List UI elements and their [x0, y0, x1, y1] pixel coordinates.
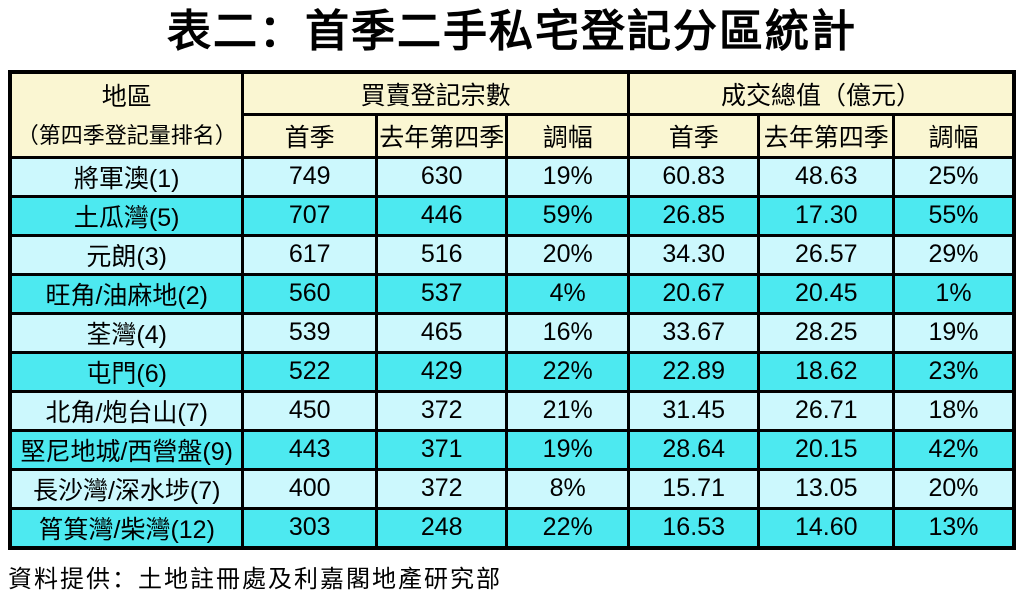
value-cell: 14.60	[757, 506, 895, 549]
value-cell: 19%	[505, 155, 630, 198]
value-cell: 26.71	[757, 389, 895, 432]
header-district: 地區 （第四季登記量排名）	[8, 70, 245, 159]
value-cell: 22%	[505, 506, 630, 549]
subheader-q1-value: 首季	[626, 113, 761, 159]
value-cell: 48.63	[757, 155, 895, 198]
value-cell: 537	[374, 272, 509, 315]
stats-table: 地區 （第四季登記量排名） 買賣登記宗數 成交總值（億元） 首季 去年第四季 調…	[8, 70, 1016, 550]
value-cell: 22%	[505, 350, 630, 393]
value-cell: 16.53	[626, 506, 761, 549]
table-row: 筲箕灣/柴灣(12) 303 248 22% 16.53 14.60 13%	[8, 506, 1016, 549]
value-cell: 630	[374, 155, 509, 198]
value-cell: 400	[241, 467, 378, 510]
page-title: 表二：首季二手私宅登記分區統計	[167, 7, 857, 56]
value-cell: 371	[374, 428, 509, 471]
value-cell: 18.62	[757, 350, 895, 393]
table-row: 長沙灣/深水埗(7) 400 372 8% 15.71 13.05 20%	[8, 467, 1016, 510]
value-cell: 28.25	[757, 311, 895, 354]
header-group-row: 地區 （第四季登記量排名） 買賣登記宗數 成交總值（億元）	[8, 70, 1016, 159]
header-district-label: 地區	[101, 82, 152, 111]
value-cell: 560	[241, 272, 378, 315]
district-cell: 將軍澳(1)	[8, 155, 245, 198]
subheader-last-q4-value: 去年第四季	[757, 113, 895, 159]
value-cell: 29%	[891, 233, 1016, 276]
district-cell: 荃灣(4)	[8, 311, 245, 354]
value-cell: 33.67	[626, 311, 761, 354]
value-cell: 34.30	[626, 233, 761, 276]
subheader-change-value: 調幅	[891, 113, 1016, 159]
header-sub-row: 首季 去年第四季 調幅 首季 去年第四季 調幅	[10, 113, 1016, 159]
value-cell: 1%	[891, 272, 1016, 315]
table-row: 堅尼地城/西營盤(9) 443 371 19% 28.64 20.15 42%	[8, 428, 1016, 471]
value-cell: 20.67	[626, 272, 761, 315]
table-row: 荃灣(4) 539 465 16% 33.67 28.25 19%	[8, 311, 1016, 354]
value-cell: 15.71	[626, 467, 761, 510]
value-cell: 8%	[505, 467, 630, 510]
value-cell: 60.83	[626, 155, 761, 198]
value-cell: 26.85	[626, 194, 761, 237]
value-cell: 516	[374, 233, 509, 276]
table-body: 將軍澳(1) 749 630 19% 60.83 48.63 25% 土瓜灣(5) 707 446…	[8, 155, 1016, 549]
table-row: 將軍澳(1) 749 630 19% 60.83 48.63 25%	[8, 155, 1016, 198]
value-cell: 16%	[505, 311, 630, 354]
value-cell: 372	[374, 467, 509, 510]
value-cell: 617	[241, 233, 378, 276]
header-group-total-value: 成交總值（億元）	[626, 70, 1016, 116]
value-cell: 19%	[505, 428, 630, 471]
value-cell: 749	[241, 155, 378, 198]
value-cell: 25%	[891, 155, 1016, 198]
value-cell: 17.30	[757, 194, 895, 237]
value-cell: 707	[241, 194, 378, 237]
value-cell: 248	[374, 506, 509, 549]
subheader-q1-registrations: 首季	[241, 113, 378, 159]
table-header: 地區 （第四季登記量排名） 買賣登記宗數 成交總值（億元） 首季 去年第四季 調…	[8, 70, 1016, 159]
district-cell: 屯門(6)	[8, 350, 245, 393]
value-cell: 465	[374, 311, 509, 354]
value-cell: 22.89	[626, 350, 761, 393]
source-note: 資料提供：土地註冊處及利嘉閣地產研究部	[8, 565, 502, 593]
table-row: 元朗(3) 617 516 20% 34.30 26.57 29%	[8, 233, 1016, 276]
value-cell: 59%	[505, 194, 630, 237]
table-row: 北角/炮台山(7) 450 372 21% 31.45 26.71 18%	[8, 389, 1016, 432]
subheader-change-registrations: 調幅	[505, 113, 630, 159]
subheader-last-q4-registrations: 去年第四季	[374, 113, 509, 159]
district-cell: 筲箕灣/柴灣(12)	[8, 506, 245, 549]
district-cell: 堅尼地城/西營盤(9)	[8, 428, 245, 471]
value-cell: 446	[374, 194, 509, 237]
table-row: 土瓜灣(5) 707 446 59% 26.85 17.30 55%	[8, 194, 1016, 237]
table-row: 屯門(6) 522 429 22% 22.89 18.62 23%	[8, 350, 1016, 393]
value-cell: 450	[241, 389, 378, 432]
value-cell: 28.64	[626, 428, 761, 471]
value-cell: 55%	[891, 194, 1016, 237]
district-cell: 元朗(3)	[8, 233, 245, 276]
value-cell: 20%	[891, 467, 1016, 510]
value-cell: 13.05	[757, 467, 895, 510]
header-group-registrations: 買賣登記宗數	[241, 70, 630, 116]
district-cell: 土瓜灣(5)	[8, 194, 245, 237]
value-cell: 4%	[505, 272, 630, 315]
value-cell: 20%	[505, 233, 630, 276]
value-cell: 443	[241, 428, 378, 471]
district-cell: 長沙灣/深水埗(7)	[8, 467, 245, 510]
value-cell: 429	[374, 350, 509, 393]
value-cell: 21%	[505, 389, 630, 432]
value-cell: 20.15	[757, 428, 895, 471]
value-cell: 19%	[891, 311, 1016, 354]
value-cell: 31.45	[626, 389, 761, 432]
value-cell: 13%	[891, 506, 1016, 549]
table-row: 旺角/油麻地(2) 560 537 4% 20.67 20.45 1%	[8, 272, 1016, 315]
value-cell: 522	[241, 350, 378, 393]
district-cell: 北角/炮台山(7)	[8, 389, 245, 432]
value-cell: 42%	[891, 428, 1016, 471]
value-cell: 303	[241, 506, 378, 549]
header-district-sublabel: （第四季登記量排名）	[16, 122, 237, 148]
value-cell: 20.45	[757, 272, 895, 315]
value-cell: 539	[241, 311, 378, 354]
value-cell: 372	[374, 389, 509, 432]
district-cell: 旺角/油麻地(2)	[8, 272, 245, 315]
value-cell: 18%	[891, 389, 1016, 432]
value-cell: 26.57	[757, 233, 895, 276]
value-cell: 23%	[891, 350, 1016, 393]
